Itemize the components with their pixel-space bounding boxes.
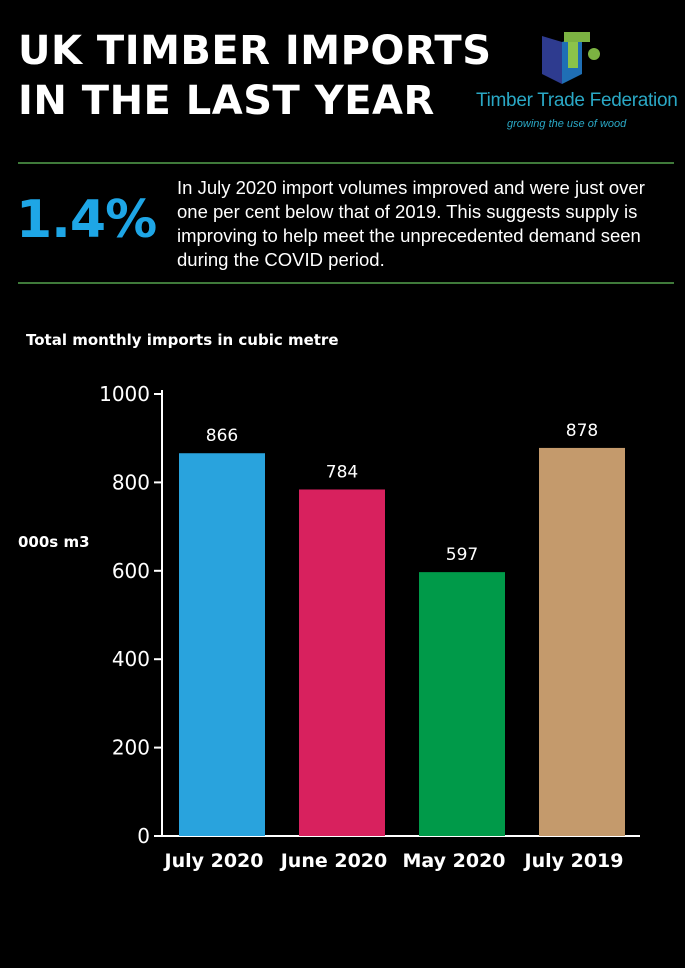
- bar: [539, 447, 625, 836]
- logo-tagline: growing the use of wood: [507, 118, 627, 130]
- highlight-text: In July 2020 import volumes improved and…: [177, 177, 645, 270]
- title-line-1: UK TIMBER IMPORTS: [18, 28, 492, 74]
- highlight-stat: 1.4%: [16, 190, 157, 250]
- y-axis-label: 000s m3: [18, 533, 90, 551]
- chart-title: Total monthly imports in cubic metre: [26, 331, 339, 349]
- x-tick-label: July 2019: [523, 850, 624, 872]
- divider-top: [18, 162, 674, 164]
- x-tick-label: May 2020: [402, 850, 505, 872]
- data-label: 878: [566, 421, 598, 441]
- bar-chart: 0 200 400 600 800 1000 866 July 2020 784 June 202…: [99, 382, 640, 872]
- bar: [299, 489, 385, 836]
- data-label: 597: [446, 545, 478, 565]
- ttf-logo-icon: [542, 32, 600, 84]
- y-tick-label: 0: [137, 824, 150, 848]
- y-tick-label: 1000: [99, 382, 150, 406]
- x-tick-label: July 2020: [163, 850, 264, 872]
- y-tick-label: 200: [112, 736, 150, 760]
- logo: Timber Trade Federation growing the use …: [470, 32, 680, 132]
- data-label: 784: [326, 462, 358, 482]
- data-label: 866: [206, 426, 238, 446]
- y-tick-label: 400: [112, 647, 150, 671]
- divider-bottom: [18, 282, 674, 284]
- bar: [419, 572, 505, 836]
- y-tick-label: 800: [112, 470, 150, 494]
- title-line-2: IN THE LAST YEAR: [18, 78, 435, 124]
- x-tick-label: June 2020: [279, 850, 388, 872]
- bar: [179, 453, 265, 836]
- logo-name: Timber Trade Federation: [476, 90, 678, 111]
- page-title: UK TIMBER IMPORTS IN THE LAST YEAR: [18, 26, 492, 126]
- y-tick-label: 600: [112, 559, 150, 583]
